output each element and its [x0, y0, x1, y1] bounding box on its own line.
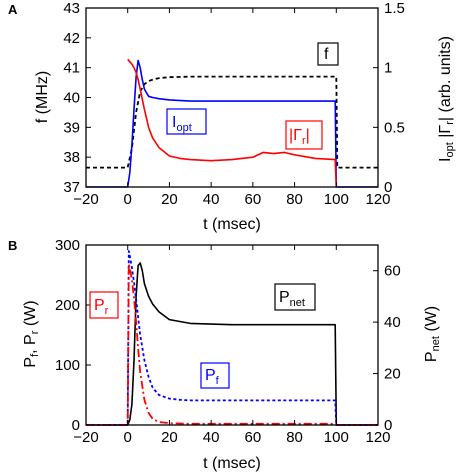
y-tick-label: 37 — [63, 179, 80, 196]
panel-a-y-right-label: Iopt |Γr| (arb. units) — [437, 36, 456, 162]
annot-gamma-tail: | — [306, 127, 310, 144]
y-tick-label: 39 — [63, 119, 80, 136]
panel-b-yr-part-2: net — [430, 336, 442, 351]
y-tick-label: 100 — [55, 357, 80, 374]
annot-gamma-sub: r — [302, 135, 306, 147]
panel-a-yr-part-2: opt — [444, 142, 456, 157]
annot-pnet-main: P — [279, 289, 290, 306]
panel-b-yl-part-4: r — [29, 330, 41, 334]
x-tick-label: 80 — [286, 429, 303, 446]
series-a-2-line — [127, 58, 338, 188]
annot-gamma-main: |Γ — [289, 127, 302, 144]
series-b-0-line — [86, 262, 378, 426]
series-b-1-line — [86, 250, 378, 426]
x-tick-label: 100 — [324, 191, 349, 208]
x-tick-label: 40 — [203, 191, 220, 208]
series-a-1-line — [86, 59, 378, 188]
panel-b-yl-part-2: f — [29, 353, 41, 357]
panel-b-plot-frame — [85, 244, 379, 426]
panel-a-y-label: f (MHz) — [34, 71, 51, 123]
x-tick-label: 120 — [365, 191, 390, 208]
x-tick-label: 20 — [161, 191, 178, 208]
x-tick-label: −20 — [73, 191, 98, 208]
annot-pf: Pf — [205, 367, 220, 387]
x-tick-label: 0 — [124, 429, 132, 446]
y-tick-label: 38 — [63, 149, 80, 166]
x-tick-label: 120 — [365, 429, 390, 446]
annot-pr-sub: r — [105, 305, 109, 317]
annot-iopt-box — [166, 108, 207, 135]
panel-label-a: A — [8, 2, 18, 17]
x-tick-label: 100 — [324, 429, 349, 446]
panel-a-yr-part-4: r — [444, 121, 456, 125]
annot-pnet: Pnet — [279, 289, 305, 309]
y-right-tick-label: 0.5 — [384, 119, 405, 136]
panel-label-b: B — [8, 238, 17, 253]
x-tick-label: 80 — [286, 191, 303, 208]
y-right-tick-label: 1 — [384, 60, 392, 77]
y-right-tick-label: 0 — [384, 417, 392, 434]
y-right-tick-label: 20 — [384, 366, 401, 383]
y-tick-label: 0 — [72, 417, 80, 434]
x-tick-label: 60 — [245, 191, 262, 208]
series-a-0-line — [86, 75, 378, 169]
annot-iopt-main: I — [172, 114, 176, 131]
annot-pnet-box — [274, 283, 316, 311]
y-tick-label: 40 — [63, 90, 80, 107]
y-right-tick-label: 60 — [384, 263, 401, 280]
annot-f: f — [324, 46, 329, 63]
annot-iopt-sub: opt — [176, 122, 191, 134]
annot-pf-box — [200, 362, 230, 389]
annot-pf-sub: f — [216, 375, 220, 387]
panel-a-yr-part-5: | (arb. units) — [437, 36, 454, 121]
annot-pf-main: P — [205, 367, 216, 384]
y-tick-label: 42 — [63, 30, 80, 47]
panel-b-yl-part-5: (W) — [22, 300, 39, 330]
y-tick-label: 300 — [55, 237, 80, 254]
annot-pnet-sub: net — [290, 297, 305, 309]
y-right-tick-label: 0 — [384, 179, 392, 196]
panel-a-series — [86, 58, 378, 188]
panel-a-ticks: −20 0 20 40 60 80 100 120 37 38 39 40 41 42 43 0 0.5 1 1.5 — [63, 0, 405, 208]
panel-b-yr-part-3: (W) — [423, 306, 440, 336]
annot-gamma: |Γr| — [289, 127, 310, 147]
x-tick-label: 0 — [124, 191, 132, 208]
annot-gamma-box — [285, 120, 323, 150]
panel-b-x-label: t (msec) — [203, 455, 261, 472]
panel-b-y-right-label: Pnet (W) — [423, 306, 442, 362]
annot-pr-main: P — [94, 297, 105, 314]
panel-a-yr-part-1: I — [437, 158, 454, 162]
panel-a-x-label: t (msec) — [203, 216, 261, 233]
y-tick-label: 43 — [63, 0, 80, 17]
panel-a-yr-part-3: |Γ — [437, 125, 454, 143]
panel-b-yr-part-1: P — [423, 351, 440, 362]
panel-b-series — [86, 250, 378, 426]
y-right-tick-label: 40 — [384, 314, 401, 331]
annot-pr: Pr — [94, 297, 109, 317]
x-tick-label: 60 — [245, 429, 262, 446]
panel-b-y-label: Pf, Pr (W) — [22, 300, 41, 367]
y-right-tick-label: 1.5 — [384, 0, 405, 17]
y-tick-label: 200 — [55, 297, 80, 314]
panel-b-yl-part-3: , P — [22, 334, 39, 354]
annot-iopt: Iopt — [172, 114, 192, 134]
y-tick-label: 41 — [63, 60, 80, 77]
panel-a: A −20 0 20 40 60 80 100 120 37 38 39 40 41 42 43 0 0.5 1 1… — [8, 0, 456, 233]
annot-pr-box — [89, 291, 119, 319]
x-tick-label: 40 — [203, 429, 220, 446]
series-b-2-line — [86, 263, 378, 426]
x-tick-label: −20 — [73, 429, 98, 446]
annot-f-box — [317, 42, 339, 66]
panel-b-yl-part-1: P — [22, 357, 39, 368]
x-tick-label: 20 — [161, 429, 178, 446]
